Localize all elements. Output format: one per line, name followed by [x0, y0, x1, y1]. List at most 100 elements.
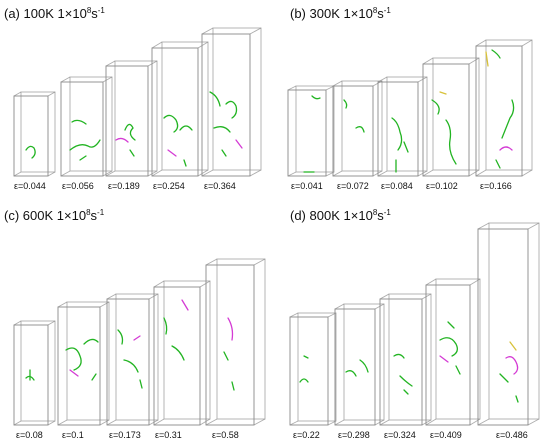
box-edge [332, 80, 343, 87]
box-a-1 [13, 91, 56, 177]
strain-label-c-1: ε=0.08 [16, 430, 43, 440]
dislocation-line [403, 389, 409, 395]
dislocation-line [209, 91, 221, 107]
dislocation-line [163, 317, 168, 335]
box-back-face [163, 280, 211, 420]
strain-label-a-1: ε=0.044 [14, 181, 46, 191]
box-back-face [343, 303, 385, 421]
box-edge [249, 27, 262, 35]
box-edge [13, 320, 22, 326]
box-back-face [20, 91, 56, 173]
dislocation-line [83, 338, 99, 345]
box-edge [13, 171, 22, 177]
box-back-face [114, 60, 158, 172]
strain-label-b-5: ε=0.166 [480, 181, 512, 191]
strain-label-a-4: ε=0.254 [153, 181, 185, 191]
box-front-face [379, 298, 423, 426]
strain-label-b-1: ε=0.041 [291, 181, 323, 191]
box-a-4 [151, 41, 209, 177]
dislocation-line [499, 373, 509, 383]
box-edge [201, 169, 214, 177]
dislocation-line [183, 159, 187, 167]
strain-label-a-2: ε=0.056 [62, 181, 94, 191]
dislocation-line [355, 126, 365, 133]
box-edge [287, 171, 297, 177]
box-front-face [332, 85, 374, 177]
dislocation-line [139, 379, 143, 389]
box-d-2 [334, 303, 385, 426]
box-c-4 [153, 280, 211, 426]
dislocation-line [403, 141, 409, 153]
dislocation-line [213, 126, 231, 133]
box-b-3 [377, 76, 428, 177]
box-edge [99, 301, 110, 308]
box-edge [422, 169, 434, 177]
box-edge [57, 419, 68, 426]
dislocation-line [359, 359, 369, 373]
box-front-face [422, 63, 470, 177]
dislocation-line [225, 100, 238, 119]
box-edge [60, 170, 71, 177]
box-front-face [334, 308, 376, 426]
box-back-face [432, 57, 480, 171]
strain-label-a-3: ε=0.189 [108, 181, 140, 191]
box-edge [151, 169, 163, 177]
box-edge [475, 39, 487, 47]
panel-title-d: (d) 800K 1×108s-1 [290, 208, 391, 223]
strain-label-c-2: ε=0.1 [62, 430, 84, 440]
box-back-face [161, 41, 209, 171]
dislocation-line [163, 114, 179, 133]
box-edge [13, 420, 22, 426]
box-a-3 [105, 60, 158, 177]
box-back-face [297, 312, 337, 422]
box-edge [469, 278, 481, 286]
box-edge [197, 41, 209, 49]
box-back-face [485, 39, 533, 171]
box-edge [199, 280, 211, 288]
dislocation-line [231, 381, 235, 391]
dislocation-line [91, 373, 97, 381]
box-c-3 [106, 293, 159, 426]
strain-label-c-5: ε=0.58 [212, 430, 239, 440]
box-back-face [216, 258, 266, 420]
strain-label-c-3: ε=0.173 [109, 430, 141, 440]
dislocation-line [65, 347, 82, 371]
dislocation-line [69, 139, 101, 151]
box-front-face [151, 47, 199, 177]
strain-label-d-1: ε=0.22 [293, 430, 320, 440]
strain-label-c-4: ε=0.31 [155, 430, 182, 440]
dislocation-line [491, 49, 501, 59]
box-front-face [475, 45, 523, 177]
box-edge [253, 258, 266, 266]
box-c-2 [57, 301, 110, 426]
box-edge [205, 258, 218, 266]
box-edge [153, 418, 165, 426]
box-edge [57, 301, 68, 308]
box-edge [468, 169, 480, 177]
dislocation-line [115, 137, 129, 143]
box-front-face [60, 81, 104, 177]
box-edge [417, 170, 428, 177]
box-edge [102, 76, 113, 83]
dislocation-line [303, 355, 309, 359]
box-edge [249, 169, 262, 177]
box-front-face [477, 228, 529, 426]
box-edge [422, 57, 434, 65]
dislocation-line [431, 99, 440, 115]
box-edge [60, 76, 71, 83]
dislocation-line [223, 351, 229, 361]
box-edge [105, 60, 116, 67]
dislocation-line [445, 119, 457, 165]
box-back-face [435, 278, 481, 420]
box-edge [153, 280, 165, 288]
box-back-face [488, 222, 540, 420]
dislocation-line [171, 345, 185, 361]
box-edge [469, 418, 481, 426]
dislocation-line [485, 51, 489, 67]
box-edge [201, 27, 214, 35]
box-edge [527, 222, 540, 230]
dislocation-line [181, 299, 189, 311]
box-back-face [341, 80, 383, 172]
strain-label-a-5: ε=0.364 [204, 181, 236, 191]
